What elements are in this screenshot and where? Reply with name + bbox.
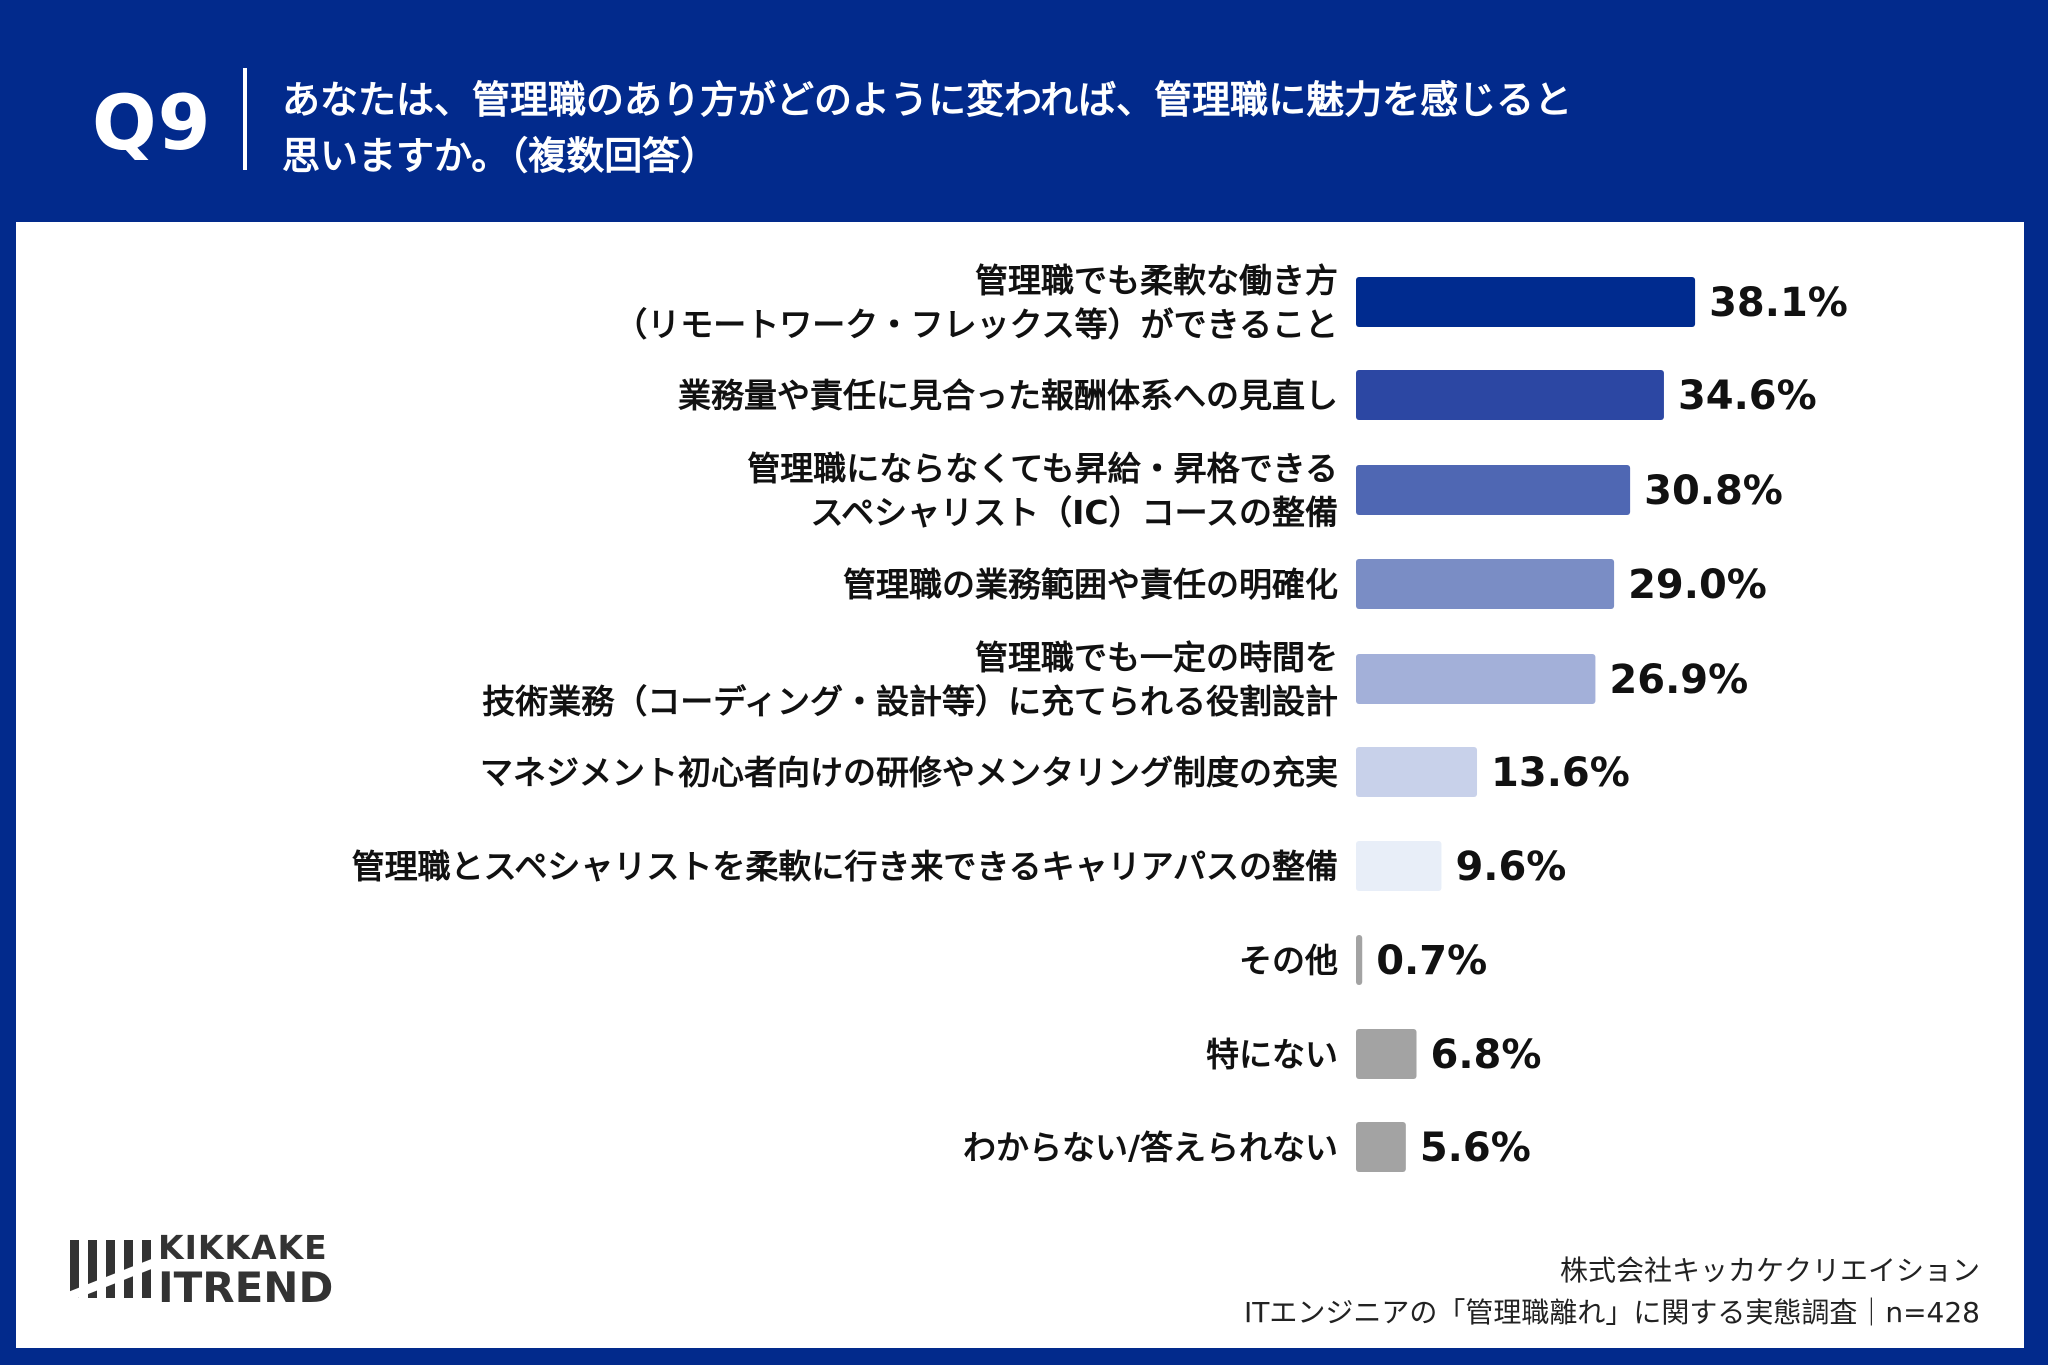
question-text: あなたは、管理職のあり方がどのように変われば、管理職に魅力を感じると 思いますか… — [282, 72, 1862, 184]
bar-9 — [1356, 1029, 1417, 1079]
bar-3 — [1356, 465, 1631, 515]
header-divider — [243, 68, 247, 170]
category-label-3-line-1: 管理職にならなくても昇給・昇格できる — [747, 449, 1338, 488]
category-label-1-line-1: 管理職でも柔軟な働き方 — [975, 261, 1338, 300]
value-label-8: 0.7% — [1376, 938, 1487, 984]
category-label-9: 特にない — [1206, 1035, 1338, 1074]
value-label-4: 29.0% — [1628, 562, 1767, 608]
category-label-3-line-2: スペシャリスト（IC）コースの整備 — [810, 493, 1338, 532]
category-label-8: その他 — [1239, 941, 1338, 980]
question-number: Q9 — [92, 78, 212, 167]
value-label-3: 30.8% — [1644, 468, 1783, 514]
question-line-1: あなたは、管理職のあり方がどのように変われば、管理職に魅力を感じると — [282, 78, 1573, 122]
category-label-5-line-2: 技術業務（コーディング・設計等）に充てられる役割設計 — [482, 682, 1338, 721]
footer-company: 株式会社キッカケクリエイション — [1559, 1254, 1980, 1287]
value-label-1: 38.1% — [1709, 280, 1848, 326]
value-label-5: 26.9% — [1609, 657, 1748, 703]
value-label-6: 13.6% — [1491, 750, 1630, 796]
logo-wordmark: KIKKAKE ITREND — [158, 1230, 333, 1310]
category-label-10: わからない/答えられない — [963, 1128, 1338, 1167]
category-label-6: マネジメント初心者向けの研修やメンタリング制度の充実 — [480, 753, 1338, 792]
header-band: Q9 あなたは、管理職のあり方がどのように変われば、管理職に魅力を感じると 思い… — [0, 0, 2048, 222]
bar-1 — [1356, 277, 1696, 327]
footer-survey: ITエンジニアの「管理職離れ」に関する実態調査｜n=428 — [1243, 1296, 1980, 1329]
logo-line-1: KIKKAKE — [158, 1228, 328, 1267]
category-label-4: 管理職の業務範囲や責任の明確化 — [843, 565, 1338, 604]
bar-chart: 38.1% 管理職でも柔軟な働き方 （リモートワーク・フレックス等）ができること 34… — [352, 261, 1848, 1172]
bar-8 — [1356, 935, 1363, 985]
bar-6 — [1356, 747, 1478, 797]
value-label-10: 5.6% — [1420, 1125, 1531, 1171]
kikkake-itrend-logo: KIKKAKE ITREND — [68, 1228, 333, 1318]
bar-4 — [1356, 559, 1615, 609]
logo-line-2: ITREND — [158, 1263, 334, 1312]
category-label-7: 管理職とスペシャリストを柔軟に行き来できるキャリアパスの整備 — [352, 847, 1338, 886]
bar-7 — [1356, 841, 1442, 891]
bar-5 — [1356, 654, 1596, 704]
category-label-1-line-2: （リモートワーク・フレックス等）ができること — [614, 305, 1338, 344]
logo-mark-icon — [68, 1240, 154, 1302]
bar-10 — [1356, 1122, 1406, 1172]
category-label-2: 業務量や責任に見合った報酬体系への見直し — [678, 376, 1338, 415]
source-footer: 株式会社キッカケクリエイション ITエンジニアの「管理職離れ」に関する実態調査｜… — [1244, 1250, 1980, 1334]
value-label-2: 34.6% — [1678, 373, 1817, 419]
value-label-9: 6.8% — [1431, 1032, 1542, 1078]
chart-panel: 38.1% 管理職でも柔軟な働き方 （リモートワーク・フレックス等）ができること 34… — [16, 222, 2024, 1348]
bar-2 — [1356, 370, 1664, 420]
category-label-5-line-1: 管理職でも一定の時間を — [975, 638, 1338, 677]
question-line-2: 思いますか。（複数回答） — [282, 134, 719, 178]
value-label-7: 9.6% — [1455, 844, 1566, 890]
